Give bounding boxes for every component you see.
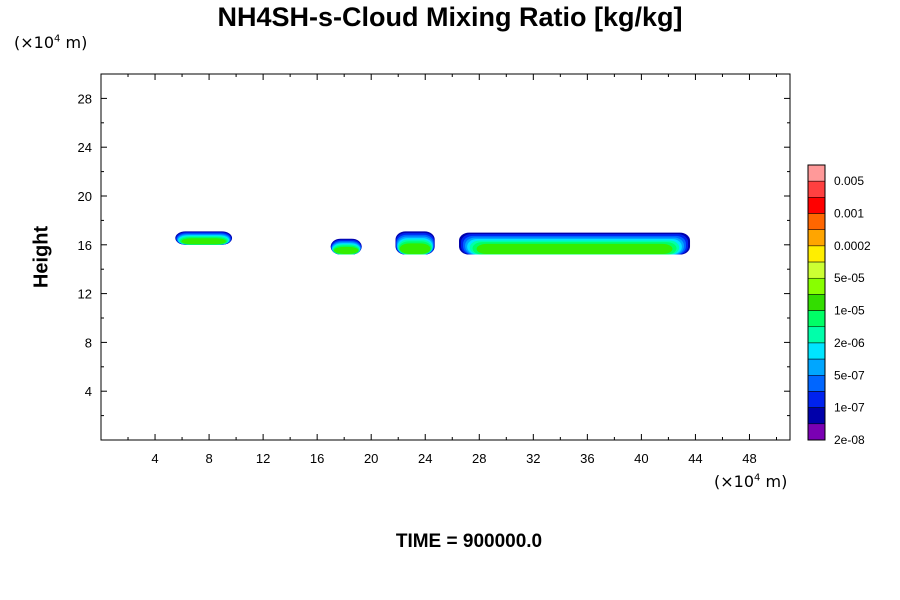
cloud-region (330, 238, 362, 255)
colorbar-swatch (807, 180, 826, 198)
x-tick-label: 40 (634, 451, 648, 466)
colorbar-swatch (807, 358, 826, 376)
colorbar-swatch (807, 164, 826, 182)
y-tick-label: 24 (78, 140, 92, 155)
colorbar-label: 2e-06 (834, 336, 865, 350)
colorbar-label: 0.005 (834, 174, 864, 188)
plot-frame (100, 73, 791, 441)
cloud-contour-band (399, 243, 431, 254)
colorbar-swatch (807, 310, 826, 328)
colorbar-swatch (807, 342, 826, 360)
cloud-contour-band (181, 238, 226, 245)
y-axis-unit: (×104 m) (14, 33, 88, 52)
y-tick-label: 16 (78, 238, 92, 253)
colorbar-swatch (807, 375, 826, 392)
cloud-region (395, 231, 435, 255)
cloud-contour-band (334, 246, 359, 254)
y-tick-label: 12 (78, 287, 92, 302)
colorbar-swatch (807, 407, 826, 425)
colorbar-swatch (807, 423, 826, 441)
colorbar-frame (807, 164, 826, 441)
x-axis-unit: (×104 m) (714, 472, 788, 491)
colorbar-swatch (807, 213, 826, 230)
x-tick-label: 12 (256, 451, 270, 466)
x-tick-label: 24 (418, 451, 432, 466)
y-tick-label: 28 (78, 91, 92, 106)
x-tick-label: 4 (151, 451, 158, 466)
x-tick-label: 36 (580, 451, 594, 466)
chart-title: NH4SH-s-Cloud Mixing Ratio [kg/kg] (217, 2, 683, 32)
x-tick-label: 48 (742, 451, 756, 466)
colorbar-swatch (807, 391, 826, 408)
y-tick-label: 4 (85, 384, 92, 399)
colorbar-swatch (807, 326, 826, 344)
colorbar-swatch (807, 277, 826, 295)
colorbar-label: 0.0002 (834, 239, 871, 253)
x-tick-label: 20 (364, 451, 378, 466)
time-label: TIME = 900000.0 (395, 531, 543, 552)
colorbar-swatch (807, 197, 826, 214)
colorbar-label: 2e-08 (834, 433, 865, 447)
colorbar-swatch (807, 229, 826, 247)
x-tick-label: 44 (688, 451, 702, 466)
colorbar-swatch (807, 245, 826, 263)
colorbar-label: 1e-05 (834, 304, 865, 318)
cloud-contour-band (476, 243, 673, 254)
x-tick-label: 28 (472, 451, 486, 466)
cloud-fields (175, 231, 691, 255)
y-tick-label: 8 (85, 335, 92, 350)
colorbar: 0.005 0.001 0.0002 5e-05 1e-05 2e-06 5e-07 1e-0… (807, 164, 871, 447)
colorbar-swatch (807, 294, 826, 311)
y-tick-label: 20 (78, 189, 92, 204)
colorbar-label: 0.001 (834, 207, 864, 221)
colorbar-label: 5e-07 (834, 368, 865, 382)
x-tick-label: 32 (526, 451, 540, 466)
cloud-region (175, 231, 233, 245)
x-tick-label: 8 (205, 451, 212, 466)
colorbar-label: 1e-07 (834, 401, 865, 415)
x-tick-label: 16 (310, 451, 324, 466)
colorbar-label: 5e-05 (834, 271, 865, 285)
cloud-region (459, 232, 691, 255)
colorbar-swatch (807, 261, 826, 279)
